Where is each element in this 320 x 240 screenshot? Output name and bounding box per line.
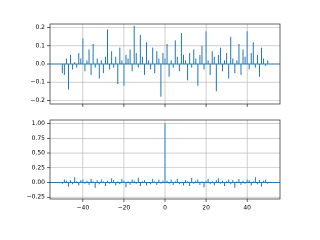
y-tick-label: −0.1 xyxy=(30,79,45,86)
x-tick-label: −20 xyxy=(118,205,131,212)
y-tick-label: 0.75 xyxy=(32,135,46,142)
chart: −0.2 −0.1 0.0 0.1 0.2 −0.25 0.00 0.25 0.50 0.75 1.… xyxy=(27,23,281,212)
y-tick-label: 0.50 xyxy=(32,150,46,157)
y-tick-label: 0.0 xyxy=(35,61,45,68)
x-tick-label: 0 xyxy=(163,205,167,212)
y-tick-label: 0.00 xyxy=(32,179,46,186)
axes-frame xyxy=(49,23,281,105)
x-tick-label: 20 xyxy=(202,205,210,212)
axes-frame xyxy=(49,119,281,200)
y-tick-label: −0.2 xyxy=(30,97,45,104)
x-tick-label: 40 xyxy=(243,205,251,212)
x-tick-label: −40 xyxy=(77,205,90,212)
y-tick-label: 0.2 xyxy=(35,24,45,31)
y-tick-label: 0.1 xyxy=(35,42,45,49)
y-tick-label: 0.25 xyxy=(32,164,46,171)
y-tick-label: 1.00 xyxy=(32,120,46,127)
y-tick-label: −0.25 xyxy=(27,194,46,201)
